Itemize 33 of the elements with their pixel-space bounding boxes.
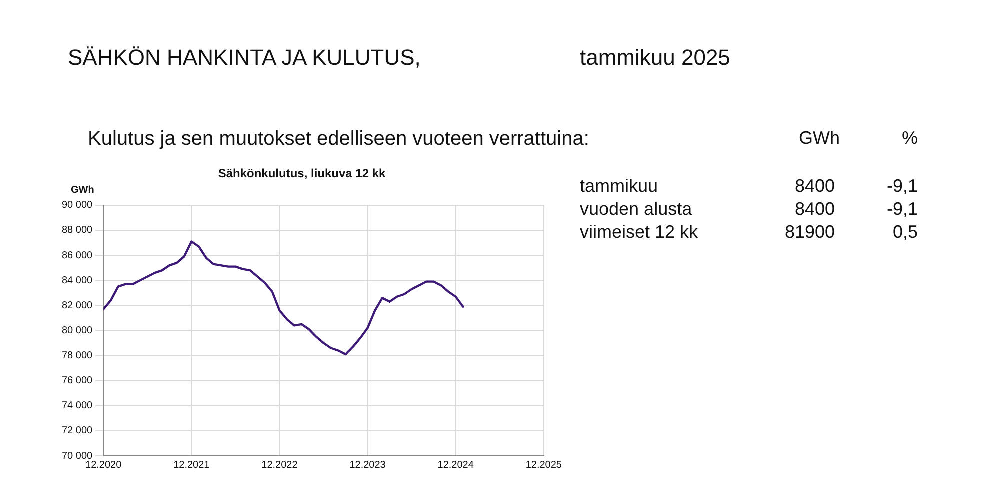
y-tick-label: 78 000: [62, 350, 94, 362]
y-tick-label: 80 000: [62, 325, 94, 336]
text: vuoden alusta: [580, 199, 692, 220]
text: viimeiset 12 kk: [580, 222, 698, 243]
text: 8400: [794, 176, 835, 197]
text: tammikuu 2025: [580, 45, 730, 71]
x-tick-label: 12.2025: [526, 460, 562, 471]
x-tick-label: 12.2021: [174, 460, 210, 471]
y-tick-label: 88 000: [62, 225, 94, 236]
text: GWh: [798, 128, 840, 149]
y-axis-title: GWh: [71, 185, 94, 196]
y-tick-label: 76 000: [62, 376, 94, 387]
text: 81900: [784, 222, 835, 243]
text: -9,1: [886, 199, 918, 220]
text: %: [902, 128, 918, 149]
text: -9,1: [886, 176, 918, 197]
y-tick-label: 86 000: [62, 250, 94, 262]
text: Kulutus ja sen muutokset edelliseen vuoteen verrattuina:: [88, 128, 590, 151]
x-tick-label: 12.2022: [262, 460, 298, 471]
text: 8400: [794, 199, 835, 220]
chart-title: Sähkönkulutus, liukuva 12 kk: [218, 166, 386, 181]
text: 0,5: [892, 222, 918, 243]
y-tick-label: 72 000: [62, 426, 94, 437]
y-tick-label: 70 000: [62, 450, 94, 462]
x-tick-label: 12.2023: [350, 460, 386, 471]
y-tick-label: 90 000: [62, 200, 94, 212]
y-tick-label: 84 000: [62, 275, 94, 286]
text: SÄHKÖN HANKINTA JA KULUTUS,: [68, 45, 421, 71]
text: tammikuu: [580, 176, 658, 197]
y-tick-label: 82 000: [62, 300, 94, 312]
x-tick-label: 12.2024: [438, 460, 474, 471]
y-tick-label: 74 000: [62, 400, 94, 412]
x-tick-label: 12.2020: [86, 460, 122, 471]
